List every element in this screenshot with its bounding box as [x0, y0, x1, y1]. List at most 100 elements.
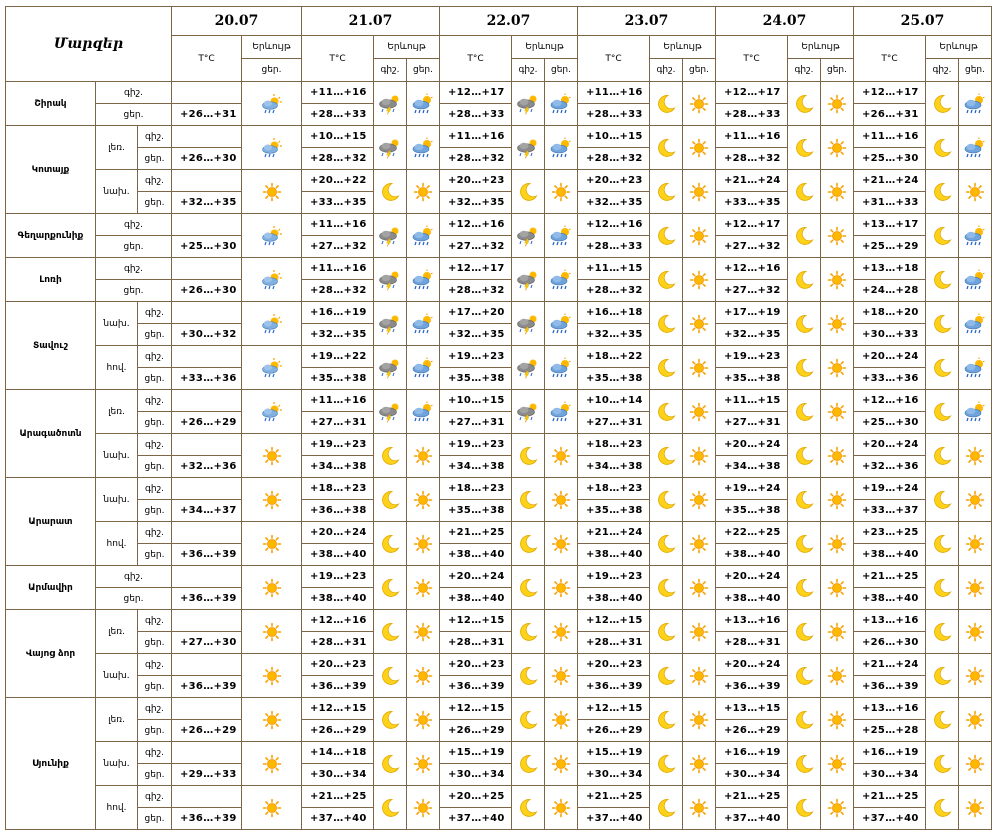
- table-row: Գեղարքունիք գիշ. +11…+16 +12…+16 +12…+16 +12……: [5, 213, 992, 258]
- temperature-cell: +28…+31: [577, 631, 650, 654]
- moon-icon: [658, 622, 676, 641]
- sun-icon: [827, 446, 847, 465]
- night-weather-icon-cell: [511, 697, 545, 742]
- partly-rain-sun-icon: [261, 225, 282, 245]
- night-weather-icon-cell: [787, 609, 821, 654]
- sun-icon: [413, 182, 433, 201]
- temperature-cell: +13…+15: [715, 697, 788, 720]
- temperature-cell: +36…+39: [171, 587, 242, 610]
- sun-icon: [965, 754, 985, 773]
- temperature-cell: +19…+24: [715, 477, 788, 500]
- time-of-day: ցեր.: [137, 323, 172, 346]
- temperature-cell: +38…+40: [301, 543, 374, 566]
- moon-icon: [796, 578, 814, 597]
- temperature-cell: [171, 521, 242, 544]
- header-row-timeofday: ցեր. գիշ. ցեր. գիշ. ցեր. գիշ. ցեր. գիշ. ցեր. գիշ.…: [6, 58, 992, 82]
- temperature-cell: +20…+25: [439, 785, 512, 808]
- sun-icon: [689, 798, 709, 817]
- weather-icon-cell: [241, 433, 302, 478]
- temperature-cell: +21…+24: [853, 653, 926, 676]
- day-label: ցեր.: [958, 58, 992, 82]
- region-name: Լոռի: [5, 257, 96, 302]
- moon-icon: [796, 226, 814, 245]
- moon-icon: [934, 798, 952, 817]
- moon-icon: [934, 182, 952, 201]
- night-weather-icon-cell: [925, 741, 959, 786]
- moon-icon: [658, 666, 676, 685]
- table-row: Սյունիք լեռ. գիշ. +12…+15 +12…+15 +12…+15 +13……: [5, 697, 992, 830]
- day-weather-icon-cell: [682, 609, 716, 654]
- sun-icon: [827, 358, 847, 377]
- temperature-cell: +27…+31: [301, 411, 374, 434]
- region-name: Շիրակ: [5, 81, 96, 126]
- weather-icon-cell: [241, 565, 302, 610]
- time-of-day: գիշ.: [137, 609, 172, 632]
- temperature-cell: +16…+18: [577, 301, 650, 324]
- sun-icon: [689, 622, 709, 641]
- time-of-day: ցեր.: [137, 499, 172, 522]
- temperature-cell: +18…+23: [577, 477, 650, 500]
- subregion-name: նախ.: [95, 169, 138, 214]
- night-weather-icon-cell: [511, 125, 545, 170]
- temperature-cell: [171, 477, 242, 500]
- night-weather-icon-cell: [511, 741, 545, 786]
- night-weather-icon-cell: [511, 301, 545, 346]
- date-header: 21.07: [301, 6, 440, 36]
- moon-icon: [934, 666, 952, 685]
- temperature-cell: +26…+29: [715, 719, 788, 742]
- moon-icon: [520, 182, 538, 201]
- sun-icon: [827, 578, 847, 597]
- table-row: հով. գիշ. +21…+25 +20…+25 +21…+25 +21…+25 +21……: [6, 785, 992, 830]
- temperature-cell: +23…+25: [853, 521, 926, 544]
- region-name: Տավուշ: [5, 301, 96, 390]
- temperature-cell: +30…+34: [301, 763, 374, 786]
- temperature-cell: +32…+35: [715, 323, 788, 346]
- day-weather-icon-cell: [544, 697, 578, 742]
- table-row: ցեր. +36…+39 +38…+40 +38…+40 +38…+40 +38…+40 +…: [6, 587, 992, 610]
- temperature-cell: +20…+24: [439, 565, 512, 588]
- day-weather-icon-cell: [820, 389, 854, 434]
- temperature-cell: +27…+31: [577, 411, 650, 434]
- temperature-cell: +28…+33: [577, 103, 650, 126]
- temperature-cell: +12…+17: [715, 213, 788, 236]
- temperature-cell: [171, 565, 242, 588]
- temperature-cell: +35…+38: [715, 499, 788, 522]
- temperature-cell: +10…+15: [301, 125, 374, 148]
- temperature-cell: +27…+31: [439, 411, 512, 434]
- day-weather-icon-cell: [544, 785, 578, 830]
- night-label: գիշ.: [511, 58, 545, 82]
- temperature-cell: +18…+23: [439, 477, 512, 500]
- night-weather-icon-cell: [925, 301, 959, 346]
- day-weather-icon-cell: [682, 785, 716, 830]
- time-of-day: գիշ.: [137, 653, 172, 676]
- temperature-cell: +20…+23: [577, 169, 650, 192]
- time-of-day: գիշ.: [95, 81, 172, 104]
- day-weather-icon-cell: [958, 301, 992, 346]
- temperature-cell: +26…+30: [171, 147, 242, 170]
- region-name: Արարատ: [5, 477, 96, 566]
- rain-cloud-sun-icon: [412, 313, 433, 333]
- moon-icon: [934, 314, 952, 333]
- weather-icon-cell: [241, 741, 302, 786]
- night-weather-icon-cell: [649, 345, 683, 390]
- temperature-cell: [171, 653, 242, 676]
- temperature-cell: +33…+36: [853, 367, 926, 390]
- header-row-labels: T°C Երևույթ T°C Երևույթ T°C Երևույթ T°C Երևույթ…: [6, 35, 992, 82]
- sun-icon: [827, 710, 847, 729]
- table-row: ցեր. +25…+30 +27…+32 +27…+32 +28…+33 +27…+32 +…: [6, 235, 992, 258]
- day-weather-icon-cell: [958, 565, 992, 610]
- moon-icon: [658, 490, 676, 509]
- temperature-cell: +35…+38: [577, 499, 650, 522]
- temperature-cell: +36…+39: [577, 675, 650, 698]
- night-weather-icon-cell: [373, 257, 407, 302]
- night-weather-icon-cell: [511, 213, 545, 258]
- temperature-cell: +25…+30: [853, 411, 926, 434]
- night-weather-icon-cell: [925, 169, 959, 214]
- day-weather-icon-cell: [544, 477, 578, 522]
- night-weather-icon-cell: [787, 565, 821, 610]
- day-weather-icon-cell: [406, 169, 440, 214]
- temperature-cell: +32…+35: [577, 323, 650, 346]
- night-weather-icon-cell: [925, 565, 959, 610]
- sun-icon: [262, 666, 281, 685]
- night-weather-icon-cell: [787, 169, 821, 214]
